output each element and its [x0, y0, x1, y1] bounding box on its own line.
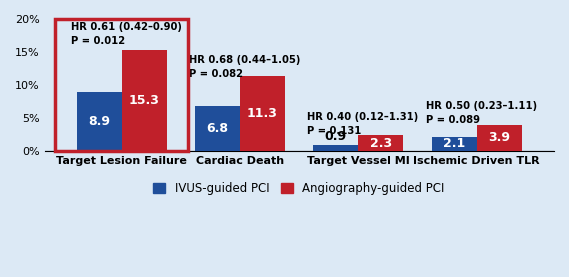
Text: 0.9: 0.9 — [325, 130, 347, 143]
Bar — [477, 125, 522, 151]
Bar — [77, 92, 122, 151]
Text: 2.1: 2.1 — [443, 137, 465, 150]
Bar — [314, 145, 358, 151]
Text: 3.9: 3.9 — [488, 131, 510, 144]
Text: HR 0.40 (0.12–1.31)
P = 0.131: HR 0.40 (0.12–1.31) P = 0.131 — [307, 112, 419, 137]
Bar — [195, 106, 240, 151]
Text: 8.9: 8.9 — [88, 115, 110, 128]
Text: 11.3: 11.3 — [247, 107, 278, 120]
Text: 15.3: 15.3 — [129, 94, 159, 107]
Text: HR 0.50 (0.23–1.11)
P = 0.089: HR 0.50 (0.23–1.11) P = 0.089 — [426, 101, 537, 125]
Text: 2.3: 2.3 — [370, 137, 392, 150]
Bar — [240, 76, 285, 151]
Text: 6.8: 6.8 — [207, 122, 228, 135]
Legend: IVUS-guided PCI, Angiography-guided PCI: IVUS-guided PCI, Angiography-guided PCI — [149, 178, 450, 200]
Bar — [432, 137, 477, 151]
Bar — [122, 50, 167, 151]
Text: HR 0.61 (0.42–0.90)
P = 0.012: HR 0.61 (0.42–0.90) P = 0.012 — [71, 22, 182, 46]
Bar — [358, 135, 403, 151]
Text: HR 0.68 (0.44–1.05)
P = 0.082: HR 0.68 (0.44–1.05) P = 0.082 — [189, 55, 300, 79]
